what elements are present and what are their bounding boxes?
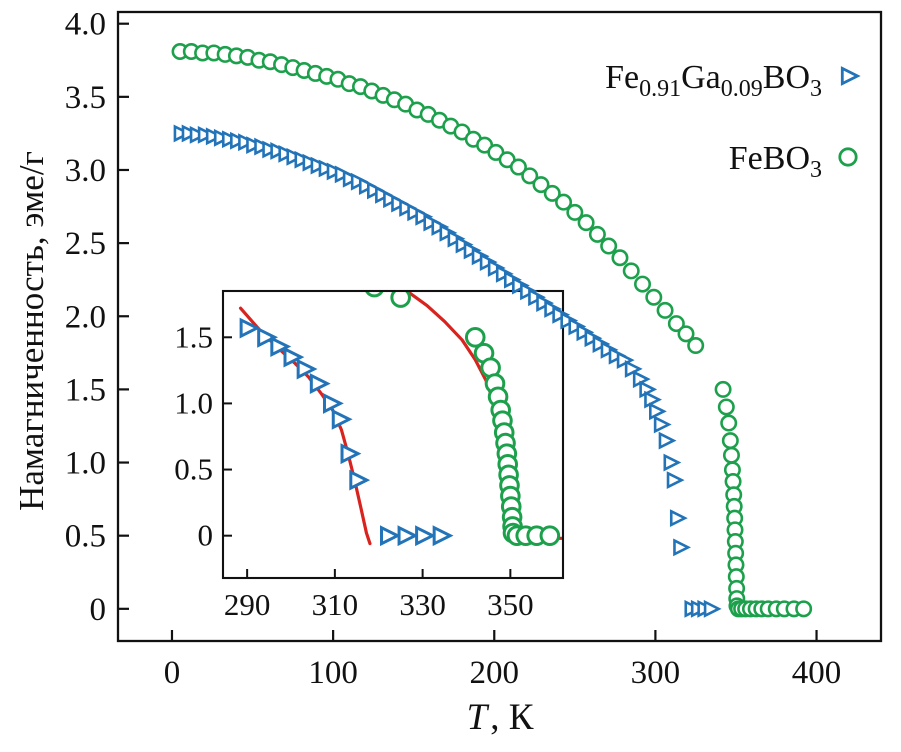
inset-series-fe091ga009bo3 [239,317,454,547]
inset-y-tick-label: 1.5 [174,319,213,354]
y-tick-label: 3.0 [65,153,106,189]
x-tick-label: 0 [164,655,181,691]
x-axis-label: T, К [300,696,700,739]
inset-x-tick-label: 290 [224,587,271,622]
y-tick-label: 1.0 [65,446,106,482]
y-tick-label: 3.5 [65,80,106,116]
legend-marker-febo3 [838,147,858,167]
inset-frame [221,289,565,580]
y-tick-label: 0.5 [65,519,106,555]
x-tick-label: 100 [308,655,358,691]
inset-y-tick-label: 1.0 [174,385,213,420]
x-axis-label-symbol: T [466,697,488,738]
y-tick-label: 4.0 [65,7,106,43]
inset-x-tick-label: 330 [399,587,446,622]
y-tick-label: 0 [90,592,107,628]
legend: Fe0.91Ga0.09BO3 FeBO3 [605,59,861,183]
inset-y-tick-label: 0 [198,518,214,553]
main-axes: 0 100 200 300 400 0 0.5 1.0 1.5 2.0 2.5 3.0 3.5 4.0 [65,7,883,691]
x-tick-label: 300 [631,655,681,691]
legend-label-febo3: FeBO3 [729,140,822,183]
x-tick-label: 200 [470,655,520,691]
x-axis-label-unit: , К [490,697,534,738]
legend-label-fe091ga009bo3: Fe0.91Ga0.09BO3 [605,59,822,102]
y-tick-label: 2.0 [65,299,106,335]
series-febo3 [171,42,813,618]
y-axis-label: Намагниченность, эме/г [12,151,51,511]
y-axis-ticks: 0 0.5 1.0 1.5 2.0 2.5 3.0 3.5 4.0 [65,7,129,628]
y-tick-label: 2.5 [65,226,106,262]
x-axis-ticks: 0 100 200 300 400 [164,630,842,691]
inset-x-tick-label: 310 [312,587,359,622]
inset-y-tick-label: 0.5 [174,452,213,487]
y-tick-label: 1.5 [65,372,106,408]
inset-x-tick-label: 350 [487,587,534,622]
inset: 290 310 330 350 0 0.5 1.0 1.5 [174,289,565,622]
x-tick-label: 400 [792,655,842,691]
legend-marker-fe091ga009bo3 [840,66,861,86]
inset-series-febo3 [364,291,561,546]
series-fe091ga009bo3 [173,124,722,618]
